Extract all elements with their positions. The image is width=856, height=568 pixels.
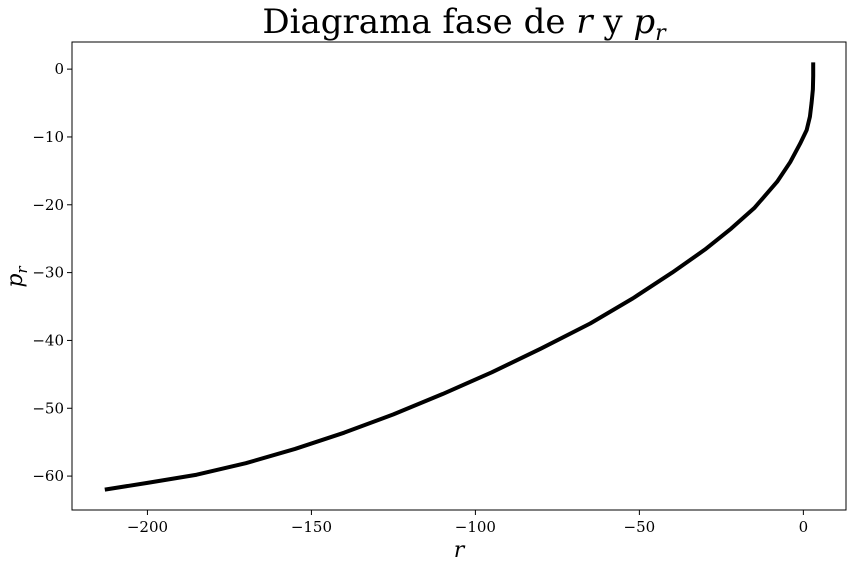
y-tick-label: −30	[32, 264, 64, 282]
y-tick-label: −50	[32, 399, 64, 417]
y-tick-label: −40	[32, 331, 64, 349]
y-axis: 0 −10 −20 −30 −40 −50 −60	[32, 60, 72, 485]
y-tick-label: −60	[32, 467, 64, 485]
x-tick-label: −150	[291, 518, 332, 536]
y-tick-label: 0	[54, 60, 64, 78]
x-axis-label: r	[454, 538, 466, 563]
x-axis: −200 −150 −100 −50 0	[127, 510, 808, 536]
y-tick-label: −10	[32, 128, 64, 146]
plot-area	[104, 62, 816, 492]
x-tick-label: −100	[455, 518, 496, 536]
chart-title: Diagrama fase de r y pr	[262, 2, 667, 46]
x-tick-label: −50	[624, 518, 656, 536]
x-tick-label: −200	[127, 518, 168, 536]
x-tick-label: 0	[799, 518, 809, 536]
y-tick-label: −20	[32, 196, 64, 214]
series-line	[104, 62, 816, 492]
axes-frame	[71, 41, 847, 511]
y-axis-label: pr	[3, 266, 31, 288]
